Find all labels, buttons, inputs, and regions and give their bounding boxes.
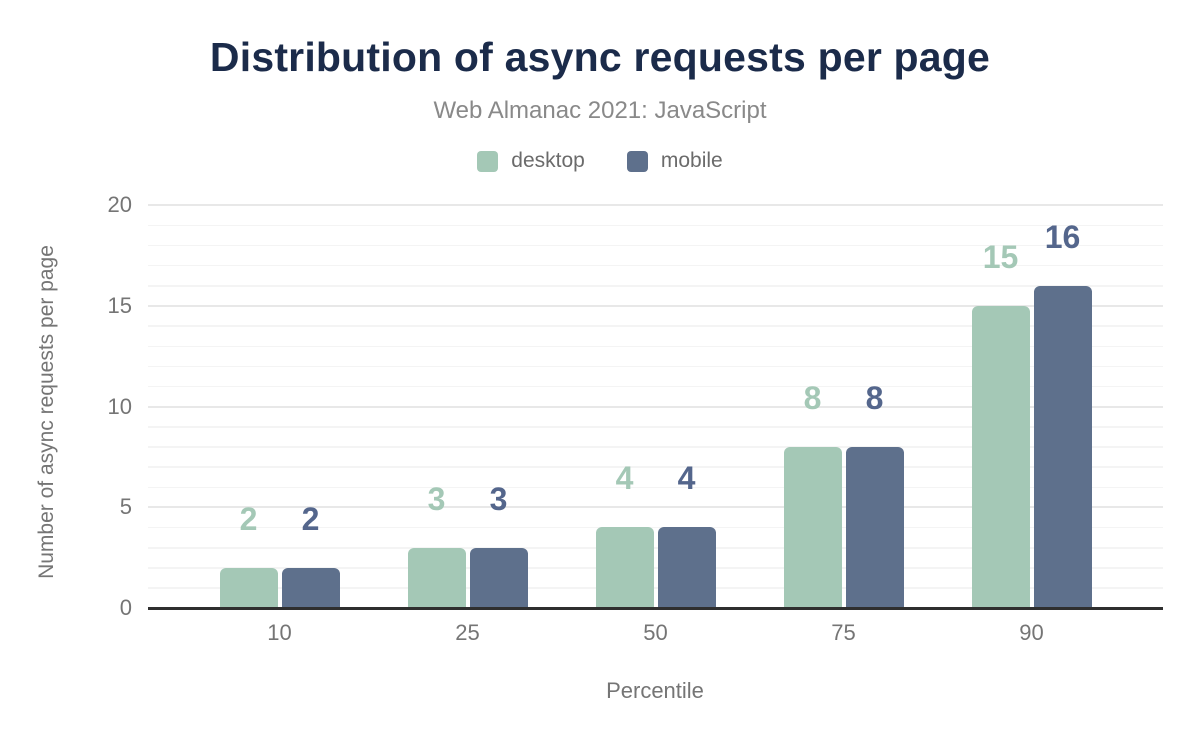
bar-mobile-p25[interactable] — [469, 547, 528, 608]
legend: desktop mobile — [0, 149, 1200, 173]
legend-label: desktop — [511, 149, 585, 172]
gridline-major — [148, 304, 1163, 307]
gridline-minor — [148, 325, 1163, 327]
x-axis-line — [148, 607, 1163, 610]
gridline-minor — [148, 285, 1163, 287]
bar-desktop-p75[interactable] — [783, 446, 842, 608]
gridline-minor — [148, 264, 1163, 267]
bar-desktop-p90[interactable] — [971, 305, 1030, 608]
gridline-minor — [148, 385, 1163, 388]
plot-area: 2 2 3 3 4 4 8 8 15 16 — [148, 204, 1163, 610]
gridline-minor — [148, 426, 1163, 428]
gridline-minor — [148, 526, 1163, 529]
bar-mobile-p75[interactable] — [845, 446, 904, 608]
gridline-minor — [148, 365, 1163, 368]
bar-mobile-p50[interactable] — [657, 527, 716, 608]
x-axis-tick-label: 10 — [267, 620, 292, 645]
gridline-major — [148, 204, 1163, 206]
bar-desktop-p50[interactable] — [595, 527, 654, 608]
bar-value-label-mobile-p10: 2 — [301, 500, 320, 537]
chart-title: Distribution of async requests per page — [209, 34, 991, 80]
y-axis-tick-label: 5 — [119, 494, 132, 520]
x-axis-tick-label: 25 — [455, 620, 480, 645]
y-axis-tick-label: 0 — [119, 595, 132, 620]
gridline-minor — [148, 224, 1163, 227]
gridline-major — [148, 506, 1163, 509]
bar-value-label-desktop-p90: 15 — [982, 238, 1019, 275]
x-axis-tick-label: 90 — [1019, 620, 1044, 645]
y-axis-tick-label: 20 — [107, 192, 132, 217]
legend-swatch-mobile — [626, 150, 648, 172]
bar-value-label-desktop-p25: 3 — [427, 480, 446, 517]
bar-value-label-desktop-p75: 8 — [803, 379, 822, 416]
gridline-major — [148, 405, 1163, 408]
x-axis-title: Percentile — [606, 678, 704, 703]
gridline-minor — [148, 244, 1163, 247]
bar-value-label-mobile-p90: 16 — [1044, 218, 1081, 255]
bar-value-label-mobile-p25: 3 — [489, 480, 508, 517]
bar-desktop-p25[interactable] — [407, 547, 466, 608]
gridline-minor — [148, 446, 1163, 448]
gridline-minor — [148, 567, 1163, 569]
bar-value-label-desktop-p50: 4 — [615, 460, 634, 497]
bar-value-label-mobile-p75: 8 — [865, 379, 884, 416]
bar-desktop-p10[interactable] — [219, 567, 278, 608]
bar-mobile-p90[interactable] — [1033, 285, 1092, 608]
bar-mobile-p10[interactable] — [281, 567, 340, 608]
gridline-minor — [148, 486, 1163, 489]
legend-item-desktop[interactable]: desktop — [477, 149, 585, 173]
y-axis-tick-label: 10 — [107, 393, 132, 419]
chart-subtitle: Web Almanac 2021: JavaScript — [433, 97, 767, 124]
gridline-minor — [148, 587, 1163, 589]
gridline-minor — [148, 345, 1163, 348]
gridline-minor — [148, 547, 1163, 549]
gridline-minor — [148, 466, 1163, 468]
x-axis-tick-label: 50 — [643, 620, 668, 645]
x-axis-tick-label: 75 — [831, 620, 856, 645]
legend-item-mobile[interactable]: mobile — [626, 149, 723, 173]
y-axis-tick-label: 15 — [107, 292, 132, 318]
bar-value-label-desktop-p10: 2 — [239, 500, 258, 537]
bar-value-label-mobile-p50: 4 — [677, 460, 696, 497]
legend-label: mobile — [660, 149, 723, 172]
legend-swatch-desktop — [477, 150, 499, 172]
